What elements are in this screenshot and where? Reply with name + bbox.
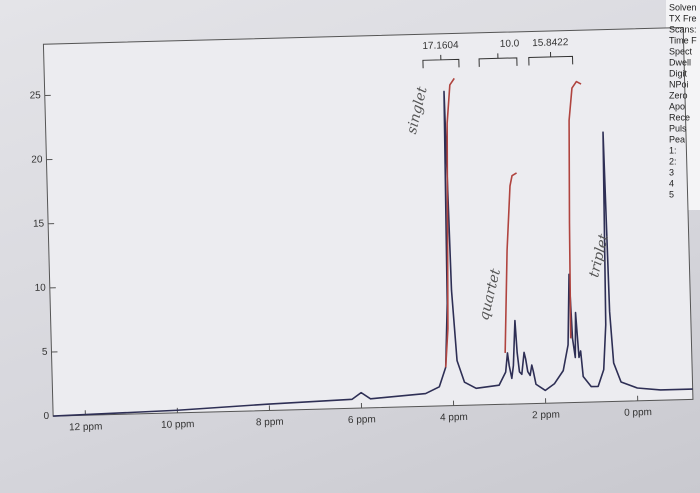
x-tick-label: 4 ppm — [440, 412, 468, 424]
side-panel-text: 1: — [669, 145, 677, 155]
y-tick-label: 5 — [42, 347, 48, 358]
side-panel-text: 2: — [669, 156, 677, 166]
side-panel-text: Zero — [669, 90, 688, 100]
side-panel-text: Scans: — [669, 24, 697, 34]
integral-bracket — [528, 51, 574, 66]
x-tick-label: 0 ppm — [624, 407, 652, 419]
side-panel-text: Dwell — [669, 57, 691, 67]
integral-bracket — [478, 53, 518, 67]
plot: 0 5 10 15 20 25 12 ppm 10 ppm 8 ppm 6 ppm 4 ppm 2 p… — [30, 26, 694, 433]
y-tick-label: 25 — [30, 90, 42, 101]
x-tick-label: 8 ppm — [256, 417, 284, 429]
side-panel-text: Rece — [669, 112, 690, 122]
y-tick-label: 20 — [31, 154, 43, 165]
frame — [42, 26, 694, 417]
side-panel-text: TX Fre — [669, 13, 697, 23]
side-panel-text: Puls — [669, 123, 687, 133]
side-panel-text: 3 — [669, 167, 674, 177]
x-tick-label: 2 ppm — [532, 409, 560, 421]
side-panel-text: Time F — [669, 35, 697, 45]
side-panel-text: NPoi — [669, 79, 689, 89]
side-panel-text: Solven — [669, 2, 697, 12]
spectrum-line — [504, 172, 517, 353]
spectrum-line — [568, 80, 582, 339]
side-panel-text: 4 — [669, 178, 674, 188]
x-tick-label: 6 ppm — [348, 414, 376, 426]
integral-label: 15.8422 — [532, 37, 569, 49]
integral-label: 17.1604 — [422, 40, 459, 52]
spectrum-line — [53, 90, 693, 417]
x-tick-label: 10 ppm — [161, 419, 195, 431]
y-tick-label: 10 — [35, 283, 47, 294]
y-tick-label: 15 — [33, 218, 45, 229]
integral-bracket — [422, 54, 460, 69]
side-panel-text: Spect — [669, 46, 693, 56]
y-tick-label: 0 — [43, 411, 49, 422]
x-tick-label: 12 ppm — [69, 421, 103, 433]
side-panel-text: Pea — [669, 134, 685, 144]
side-panel-text: 5 — [669, 189, 674, 199]
side-panel-text: Apo — [669, 101, 685, 111]
side-panel-text: Digit — [669, 68, 688, 78]
spectrum-line — [444, 77, 455, 368]
integral-label: 10.0 — [500, 38, 520, 50]
